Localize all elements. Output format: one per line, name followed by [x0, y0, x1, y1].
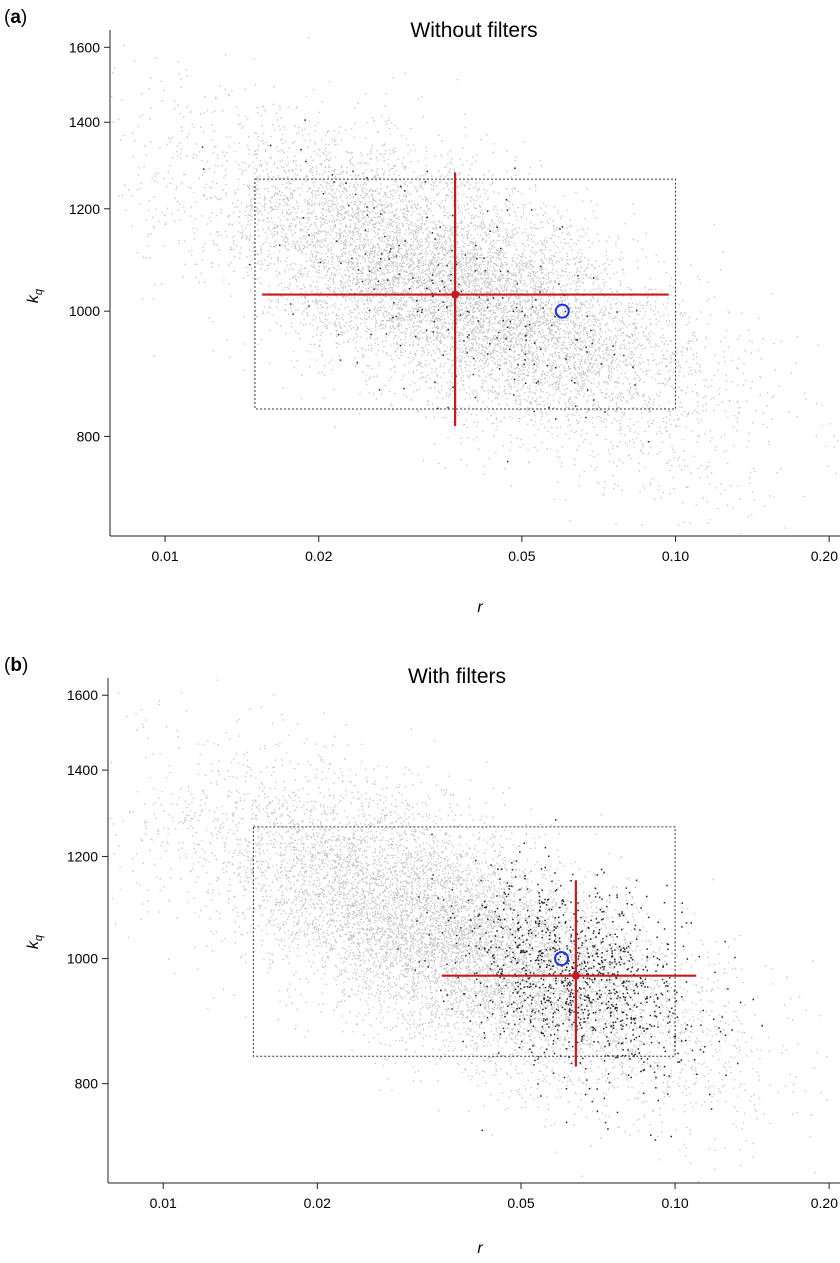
y-tick-label: 1000	[67, 951, 98, 967]
y-tick-label: 1000	[69, 303, 100, 319]
panel-b: (b) With filters 0.01 0.02 0.05 0.10 0.20 800…	[4, 655, 840, 1257]
panel-b-accepted-points	[397, 819, 763, 1141]
sample-points	[109, 679, 828, 1183]
panel-b-axes: 0.01 0.02 0.05 0.10 0.20 800 1000 1200 1400 1600	[67, 678, 840, 1211]
x-tick-label: 0.02	[305, 548, 332, 564]
x-tick-label: 0.01	[150, 1195, 177, 1211]
x-tick-label: 0.05	[508, 548, 535, 564]
panel-a-prior-box	[254, 178, 677, 410]
panel-a-axes: 0.01 0.02 0.05 0.10 0.20 800 1000 1200 1400 1600	[69, 30, 840, 564]
x-tick-label: 0.01	[151, 548, 178, 564]
panel-b-label: (b)	[4, 655, 28, 676]
x-tick-label: 0.20	[811, 548, 838, 564]
x-tick-label: 0.20	[811, 1195, 838, 1211]
y-tick-label: 1600	[69, 39, 100, 55]
panel-a-sample-cloud	[111, 36, 839, 535]
y-tick-label: 1600	[67, 687, 98, 703]
y-tick-label: 800	[75, 1076, 99, 1092]
y-tick-label: 1400	[67, 762, 98, 778]
y-tick-label: 1200	[69, 201, 100, 217]
x-tick-label: 0.02	[304, 1195, 331, 1211]
panel-a-label: (a)	[4, 7, 27, 28]
panel-a-true-value-marker	[554, 303, 570, 319]
panel-a-title: Without filters	[410, 19, 537, 42]
panel-a-estimate-point	[451, 290, 460, 299]
y-tick-label: 800	[77, 428, 101, 444]
panel-b-sample-cloud	[109, 679, 828, 1183]
accepted-points	[397, 819, 763, 1141]
panel-b-prior-box	[252, 826, 676, 1057]
x-tick-label: 0.10	[661, 1195, 688, 1211]
sample-points	[111, 36, 839, 535]
y-tick-label: 1200	[67, 848, 98, 864]
panel-b-estimate-point	[571, 971, 580, 980]
y-tick-label: 1400	[69, 114, 100, 130]
x-tick-label: 0.10	[662, 548, 689, 564]
panel-b-y-axis-label: kq	[25, 934, 45, 949]
panel-a: (a) Without filters 0.01 0.02 0.05 0.10 0.20…	[4, 7, 840, 616]
panel-b-x-axis-label: r	[477, 1240, 483, 1257]
panel-b-true-value-marker	[554, 951, 570, 967]
x-tick-label: 0.05	[507, 1195, 534, 1211]
panel-b-title: With filters	[408, 665, 506, 688]
panel-a-x-axis-label: r	[477, 599, 483, 616]
panel-a-y-axis-label: kq	[25, 288, 45, 303]
